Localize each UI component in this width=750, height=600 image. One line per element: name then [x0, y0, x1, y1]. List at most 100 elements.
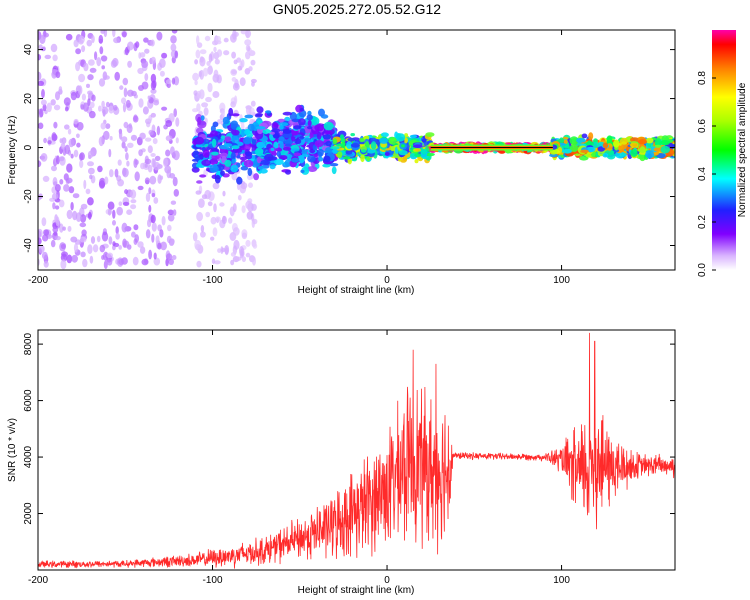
spectrogram-cell	[250, 100, 256, 107]
spectrogram-cell	[199, 49, 207, 55]
spectrogram-cell	[113, 37, 120, 44]
spectrogram-cell	[339, 134, 345, 143]
spectrogram-cell	[104, 176, 109, 185]
spectrogram-cell	[279, 155, 288, 161]
spectrogram-cell	[207, 82, 213, 93]
spectrogram-cell	[248, 66, 253, 72]
colorbar-tick-label: 0.8	[697, 71, 708, 85]
snr-frame	[37, 329, 676, 571]
spectrogram-cell	[139, 246, 146, 254]
spectrogram-cell	[121, 222, 128, 233]
spectrogram-cell	[98, 34, 104, 44]
spectrogram-cell	[112, 220, 116, 226]
spectrogram-cell	[66, 209, 73, 220]
spectrogram-cell	[580, 149, 589, 154]
spectrogram-cell	[350, 133, 356, 137]
spectrogram-cell	[161, 215, 166, 226]
spectrogram-cell	[253, 173, 259, 181]
spectrogram-cell	[165, 135, 173, 142]
spectrogram-cell	[160, 241, 168, 251]
spectrogram-y-tick-label: 40	[23, 44, 34, 56]
spectrogram-cell	[230, 259, 235, 266]
spectrogram-cell	[173, 189, 179, 197]
spectrogram-cell	[203, 107, 209, 116]
spectrogram-cell	[79, 152, 85, 161]
spectrogram-cell	[170, 43, 177, 52]
spectrogram-cell	[270, 147, 275, 152]
spectrogram-cell	[402, 155, 408, 161]
spectrogram-cell	[44, 54, 52, 60]
spectrogram-cell	[70, 236, 78, 243]
spectrogram-cell	[157, 242, 162, 250]
spectrogram-cell	[421, 148, 427, 155]
spectrogram-cell	[38, 71, 42, 81]
spectrogram-y-label: Frequency (Hz)	[7, 116, 18, 185]
spectrogram-cell	[134, 171, 140, 182]
spectrogram-cell	[106, 252, 114, 259]
spectrogram-cell	[153, 252, 157, 260]
spectrogram-cell	[256, 106, 264, 114]
spectrogram-cell	[173, 76, 180, 86]
spectrogram-cell	[155, 235, 160, 245]
spectrogram-cell	[87, 197, 94, 206]
spectrogram-cell	[234, 95, 238, 105]
spectrogram-cell	[66, 254, 73, 264]
spectrogram-cell	[53, 104, 61, 111]
spectrogram-cell	[126, 124, 133, 134]
spectrogram-cell	[112, 30, 116, 38]
spectrogram-cell	[222, 215, 226, 222]
spectrogram-cell	[247, 123, 255, 132]
spectrogram-cell	[88, 169, 94, 174]
spectrogram-cell	[51, 193, 59, 200]
spectrogram-cell	[270, 131, 275, 135]
colorbar-tick-label: 0.6	[697, 119, 708, 133]
spectrogram-cell	[233, 239, 240, 250]
spectrogram-cell	[70, 91, 77, 101]
spectrogram-cell	[615, 151, 625, 159]
snr-y-tick-label: 6000	[23, 389, 34, 412]
spectrogram-cell	[100, 55, 108, 62]
spectrogram-cell	[138, 98, 144, 108]
spectrogram-cell	[169, 238, 175, 245]
spectrogram-cell	[244, 39, 252, 46]
spectrogram-cell	[307, 119, 312, 127]
spectrogram-cell	[360, 154, 365, 163]
spectrogram-cell	[224, 245, 230, 255]
spectrogram-cell	[208, 53, 213, 63]
spectrogram-cell	[318, 156, 324, 162]
spectrogram-cell	[171, 30, 178, 34]
spectrogram-cell	[576, 137, 586, 144]
spectrogram-cell	[202, 149, 210, 159]
spectrogram-cell	[307, 126, 313, 130]
spectrogram-cell	[206, 167, 211, 172]
spectrogram-cell	[645, 150, 655, 159]
spectrogram-cell	[637, 139, 648, 145]
spectrogram-cell	[137, 185, 144, 191]
spectrogram-cell	[70, 201, 74, 211]
spectrogram-cell	[291, 157, 300, 163]
spectrogram-cell	[147, 145, 153, 154]
spectrogram-cell	[414, 148, 422, 152]
spectrogram-cell	[122, 201, 130, 206]
spectrogram-cell	[50, 239, 56, 248]
spectrogram-cell	[414, 159, 419, 164]
spectrogram-cell	[68, 186, 75, 194]
spectrogram-cell	[150, 153, 156, 157]
spectrogram-cell	[239, 246, 244, 256]
spectrogram-cell	[147, 164, 153, 173]
spectrogram-cell	[192, 72, 200, 81]
spectrogram-cell	[130, 189, 137, 199]
spectrogram-cell	[196, 260, 202, 268]
spectrogram-cell	[60, 243, 66, 250]
spectrogram-cell	[581, 133, 588, 139]
spectrogram-cell	[98, 78, 106, 87]
snr-y-tick-label: 2000	[23, 502, 34, 525]
snr-x-tick-label: 0	[384, 575, 390, 586]
spectrogram-cell	[299, 108, 305, 112]
spectrogram-cell	[273, 123, 279, 128]
spectrogram-cell	[192, 232, 198, 242]
spectrogram-cell	[81, 93, 86, 101]
spectrogram-cell	[150, 112, 156, 118]
spectrogram-cell	[293, 125, 302, 130]
spectrogram-cell	[159, 70, 165, 77]
